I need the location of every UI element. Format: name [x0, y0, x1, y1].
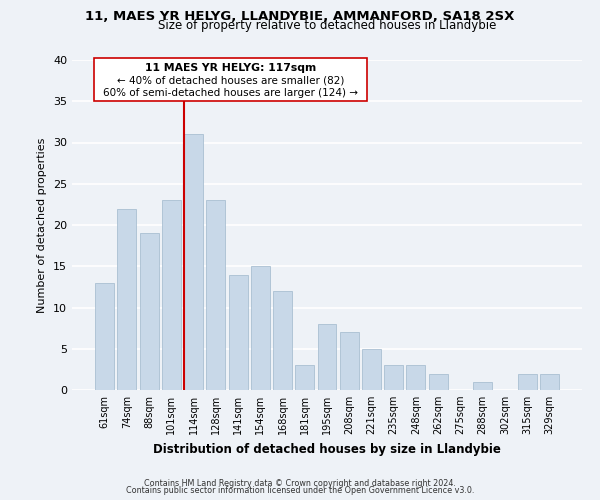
Text: 11 MAES YR HELYG: 117sqm: 11 MAES YR HELYG: 117sqm: [145, 63, 316, 73]
Text: 11, MAES YR HELYG, LLANDYBIE, AMMANFORD, SA18 2SX: 11, MAES YR HELYG, LLANDYBIE, AMMANFORD,…: [85, 10, 515, 23]
Bar: [340, 332, 359, 390]
Text: Contains HM Land Registry data © Crown copyright and database right 2024.: Contains HM Land Registry data © Crown c…: [144, 478, 456, 488]
X-axis label: Distribution of detached houses by size in Llandybie: Distribution of detached houses by size …: [153, 442, 501, 456]
Bar: [95, 283, 114, 390]
Bar: [140, 233, 158, 390]
Text: Contains public sector information licensed under the Open Government Licence v3: Contains public sector information licen…: [126, 486, 474, 495]
Bar: [162, 200, 181, 390]
Y-axis label: Number of detached properties: Number of detached properties: [37, 138, 47, 312]
Bar: [317, 324, 337, 390]
Text: 60% of semi-detached houses are larger (124) →: 60% of semi-detached houses are larger (…: [103, 88, 358, 98]
Bar: [384, 365, 403, 390]
Bar: [295, 365, 314, 390]
Bar: [206, 200, 225, 390]
Title: Size of property relative to detached houses in Llandybie: Size of property relative to detached ho…: [158, 20, 496, 32]
Bar: [229, 274, 248, 390]
Bar: [473, 382, 492, 390]
Bar: [362, 349, 381, 390]
Bar: [184, 134, 203, 390]
Bar: [540, 374, 559, 390]
Bar: [518, 374, 536, 390]
Bar: [406, 365, 425, 390]
Bar: [251, 266, 270, 390]
Bar: [429, 374, 448, 390]
Text: ← 40% of detached houses are smaller (82): ← 40% of detached houses are smaller (82…: [116, 76, 344, 86]
FancyBboxPatch shape: [94, 58, 367, 101]
Bar: [273, 291, 292, 390]
Bar: [118, 208, 136, 390]
